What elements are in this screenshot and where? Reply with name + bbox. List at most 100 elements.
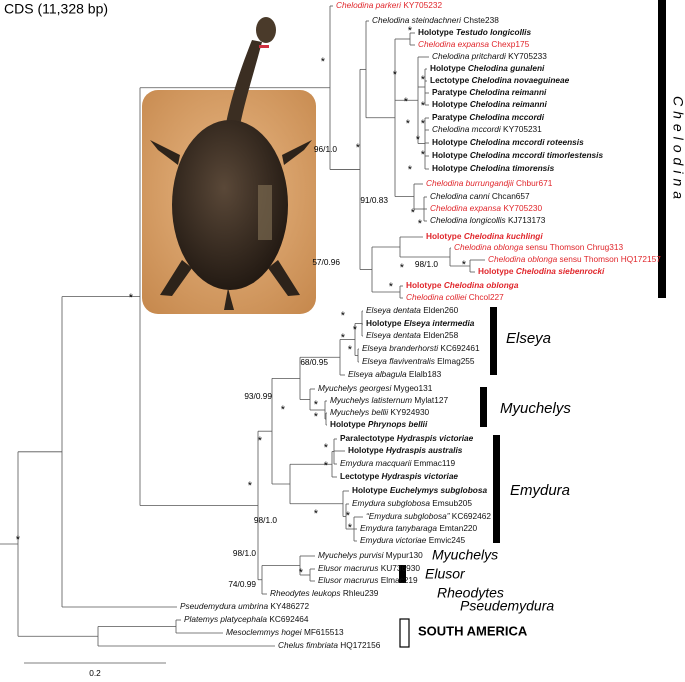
clade-label: Emydura xyxy=(510,482,570,499)
leaf-label: Chelodina colliei Chcol227 xyxy=(406,292,504,302)
leaf-label: Elseya dentata Elden258 xyxy=(366,330,459,340)
support-label: * xyxy=(314,508,319,520)
label-part: Elusor macrurus xyxy=(318,575,378,585)
leaf-label: Holotype Chelodina reimanni xyxy=(432,99,547,109)
leaf-label: Emydura victoriae Emvic245 xyxy=(360,535,466,545)
label-part: Chelodina colliei xyxy=(406,292,468,302)
clade-label: Myuchelys xyxy=(500,400,571,417)
clade-label: Myuchelys xyxy=(432,547,498,563)
leaf-label: Elseya branderhorsti KC692461 xyxy=(362,343,480,353)
support-label: * xyxy=(353,324,358,336)
support-label: * xyxy=(348,344,353,356)
label-part: Elseya intermedia xyxy=(404,318,475,328)
leaf-label: Chelodina expansa KY705230 xyxy=(430,203,542,213)
leaf-label: Paratype Chelodina mccordi xyxy=(432,112,545,122)
leaf-label: Lectotype Chelodina novaeguineae xyxy=(430,75,570,85)
leaf-label: Chelodina pritchardi KY705233 xyxy=(432,51,547,61)
support-label: * xyxy=(389,281,394,293)
support-label: 74/0.99 xyxy=(228,579,256,589)
leaf-label: Elseya dentata Elden260 xyxy=(366,305,459,315)
label-part: KY705233 xyxy=(508,51,547,61)
label-part: Emydura subglobosa xyxy=(352,498,430,508)
support-label: 91/0.83 xyxy=(360,195,388,205)
leaf-label: Mesoclemmys hogei MF615513 xyxy=(226,627,344,637)
support-label: * xyxy=(346,510,351,522)
label-part: Mesoclemmys hogei xyxy=(226,627,303,637)
leaf-label: Chelodina oblonga sensu Thomson HQ172157 xyxy=(488,254,661,264)
support-label: * xyxy=(416,134,421,146)
support-label: * xyxy=(406,118,411,130)
turtle-photo xyxy=(142,17,316,314)
leaf-label: Platemys platycephala KC692464 xyxy=(184,614,309,624)
label-part: Chelodina kuchlingi xyxy=(464,231,544,241)
leaf-label: Myuchelys purvisi Mypur130 xyxy=(318,550,423,560)
label-part: MF615513 xyxy=(304,627,344,637)
leaf-label: Pseudemydura umbrina KY486272 xyxy=(180,601,310,611)
scale-label: 0.2 xyxy=(89,668,101,677)
label-part: Phrynops bellii xyxy=(368,419,428,429)
label-part: Chelodina mccordi timorlestensis xyxy=(470,150,604,160)
leaf-label: Holotype Chelodina kuchlingi xyxy=(426,231,543,241)
support-label: * xyxy=(421,100,426,112)
label-part: Chelodina burrungandjii xyxy=(426,178,515,188)
label-part: Chelodina mccordi xyxy=(469,112,544,122)
label-part: Lectotype xyxy=(340,471,380,481)
label-part: Chelodina oblonga xyxy=(444,280,519,290)
label-part: KJ713173 xyxy=(508,215,546,225)
label-part: “Emydura subglobosa” xyxy=(366,511,451,521)
label-part: Emsub205 xyxy=(432,498,472,508)
label-part: Hydraspis victoriae xyxy=(397,433,474,443)
clade-label: Elseya xyxy=(506,330,551,347)
label-part: Chexp175 xyxy=(491,39,529,49)
support-label: * xyxy=(16,534,21,546)
leaf-label: Emydura subglobosa Emsub205 xyxy=(352,498,472,508)
clade-label: Chelodina xyxy=(670,96,685,204)
label-part: Elseya flaviventralis xyxy=(362,356,435,366)
label-part: Myuchelys bellii xyxy=(330,407,389,417)
label-part: Chelodina expansa xyxy=(418,39,489,49)
label-part: Rheodytes leukops xyxy=(270,588,341,598)
leaf-label: Elseya flaviventralis Elmag255 xyxy=(362,356,475,366)
label-part: Chelodina expansa xyxy=(430,203,501,213)
support-label: * xyxy=(421,74,426,86)
label-part: Elusor macrurus xyxy=(318,563,378,573)
support-label: * xyxy=(324,460,329,472)
label-part: Holotype xyxy=(330,419,366,429)
leaf-label: Myuchelys georgesi Mygeo131 xyxy=(318,383,433,393)
label-part: HQ172156 xyxy=(340,640,381,650)
leaf-label: Chelodina steindachneri Chste238 xyxy=(372,15,499,25)
support-label: * xyxy=(408,164,413,176)
support-label: 96/1.0 xyxy=(314,144,337,154)
support-label: * xyxy=(411,207,416,219)
label-part: Holotype xyxy=(352,485,388,495)
support-label: * xyxy=(421,149,426,161)
label-part: Chelodina mccordi xyxy=(432,124,502,134)
label-part: Testudo longicollis xyxy=(456,27,532,37)
leaf-label: Emydura macquarii Emmac119 xyxy=(340,458,456,468)
label-part: Pseudemydura umbrina xyxy=(180,601,268,611)
support-label: 57/0.96 xyxy=(312,257,340,267)
leaf-label: Elusor macrurus KU736930 xyxy=(318,563,420,573)
tree-branches xyxy=(0,5,485,647)
leaf-label: Holotype Euchelymys subglobosa xyxy=(352,485,487,495)
clade-label: Elusor xyxy=(425,566,466,582)
support-label: * xyxy=(356,142,361,154)
label-part: Chelodina oblonga xyxy=(488,254,558,264)
label-part: Chelodina pritchardi xyxy=(432,51,507,61)
support-label: * xyxy=(462,259,467,271)
label-part: Chelodina canni xyxy=(430,191,491,201)
label-part: Elden260 xyxy=(423,305,458,315)
leaf-label: Chelodina burrungandjii Chbur671 xyxy=(426,178,553,188)
support-label: 98/1.0 xyxy=(254,515,277,525)
clade-label: Pseudemydura xyxy=(460,598,554,614)
label-part: Elmac219 xyxy=(381,575,418,585)
label-part: Emydura macquarii xyxy=(340,458,413,468)
label-part: Mypur130 xyxy=(386,550,423,560)
leaf-label: Holotype Chelodina timorensis xyxy=(432,163,555,173)
label-part: Holotype xyxy=(418,27,454,37)
support-label: * xyxy=(348,522,353,534)
leaf-label: Myuchelys bellii KY924930 xyxy=(330,407,430,417)
label-part: Holotype xyxy=(478,266,514,276)
label-part: KC692461 xyxy=(440,343,480,353)
label-part: Holotype xyxy=(432,163,468,173)
